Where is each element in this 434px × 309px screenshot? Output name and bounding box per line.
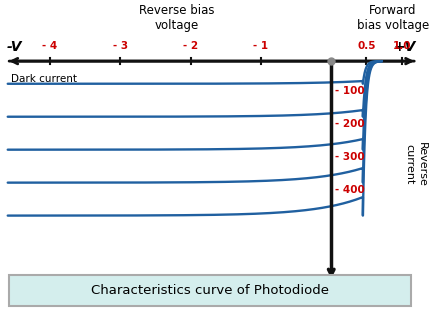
Text: Forward
bias voltage: Forward bias voltage bbox=[356, 4, 428, 32]
Text: +V: +V bbox=[392, 40, 414, 54]
FancyBboxPatch shape bbox=[9, 275, 410, 306]
Text: - 1: - 1 bbox=[253, 41, 268, 51]
Text: - 2: - 2 bbox=[183, 41, 197, 51]
Text: -V: -V bbox=[7, 40, 22, 54]
Text: - 400: - 400 bbox=[335, 185, 365, 195]
Text: - 300: - 300 bbox=[335, 152, 364, 162]
Text: Reverse bias
voltage: Reverse bias voltage bbox=[138, 4, 214, 32]
Text: μA: μA bbox=[335, 277, 352, 290]
Text: 1.0: 1.0 bbox=[391, 41, 410, 51]
Text: - 100: - 100 bbox=[335, 86, 364, 96]
Text: - 3: - 3 bbox=[112, 41, 128, 51]
Text: - 4: - 4 bbox=[42, 41, 57, 51]
Text: Dark current: Dark current bbox=[11, 74, 77, 84]
Text: Reverse
current: Reverse current bbox=[404, 142, 425, 187]
Text: 0.5: 0.5 bbox=[356, 41, 375, 51]
Text: - 200: - 200 bbox=[335, 119, 364, 129]
Text: Characteristics curve of Photodiode: Characteristics curve of Photodiode bbox=[91, 284, 328, 297]
